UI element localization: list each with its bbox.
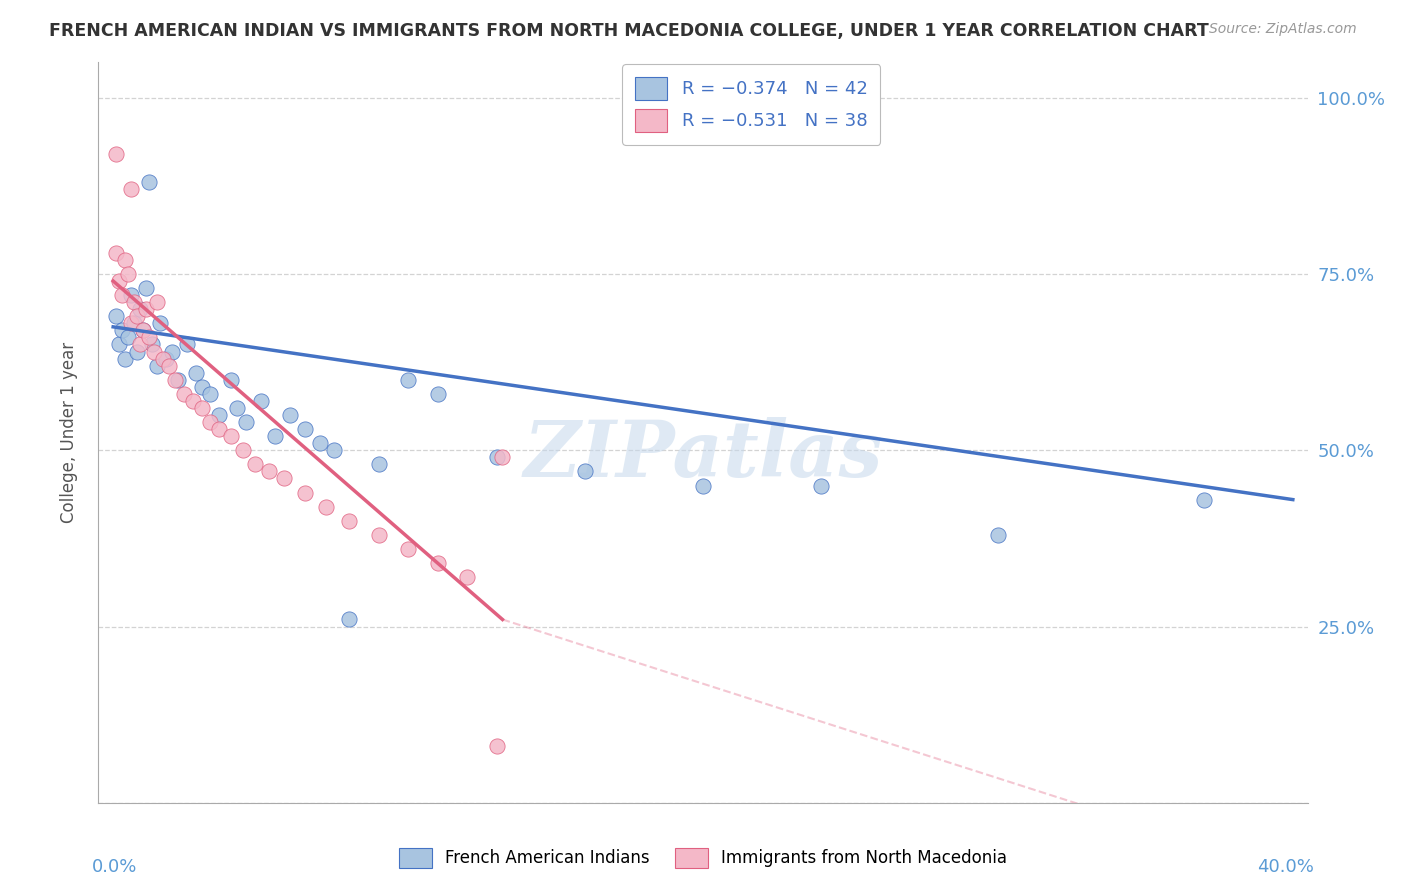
Point [117,330,139,344]
Point [226,401,249,415]
Point [294,485,316,500]
Point [138,175,160,189]
Point [114,351,136,366]
Point [138,330,160,344]
Point [135,281,157,295]
Point [114,252,136,267]
Point [485,739,508,754]
Point [181,393,204,408]
Point [131,323,153,337]
Point [208,408,231,422]
Point [111,323,134,337]
Point [273,471,295,485]
Point [232,443,254,458]
Point [122,316,145,330]
Point [323,443,346,458]
Point [259,464,281,478]
Point [485,450,508,465]
Point [108,337,131,351]
Point [491,450,513,465]
Point [692,478,714,492]
Point [120,288,142,302]
Point [190,401,212,415]
Point [176,337,198,351]
Point [367,458,389,472]
Point [219,373,242,387]
Point [105,310,128,324]
Point [125,310,148,324]
Point [143,344,166,359]
Point [173,387,195,401]
Point [135,302,157,317]
Text: 40.0%: 40.0% [1257,858,1313,876]
Point [120,316,142,330]
Point [219,429,242,443]
Point [987,528,1010,542]
Point [396,373,419,387]
Point [243,458,266,472]
Point [167,373,190,387]
Point [146,359,169,373]
Point [200,415,222,429]
Point [456,570,478,584]
Point [249,393,271,408]
Point [152,351,174,366]
Point [160,344,183,359]
Point [155,351,177,366]
Legend: R = −0.374   N = 42, R = −0.531   N = 38: R = −0.374 N = 42, R = −0.531 N = 38 [623,64,880,145]
Point [278,408,301,422]
Point [396,541,419,556]
Text: FRENCH AMERICAN INDIAN VS IMMIGRANTS FROM NORTH MACEDONIA COLLEGE, UNDER 1 YEAR : FRENCH AMERICAN INDIAN VS IMMIGRANTS FRO… [49,22,1209,40]
Point [105,245,128,260]
Point [146,295,169,310]
Point [111,288,134,302]
Point [105,147,128,161]
Point [131,323,153,337]
Point [122,295,145,310]
Point [128,337,150,351]
Point [315,500,337,514]
Point [128,302,150,317]
Point [426,556,449,570]
Point [165,373,187,387]
Point [141,337,163,351]
Text: ZIPatlas: ZIPatlas [523,417,883,493]
Point [264,429,287,443]
Y-axis label: College, Under 1 year: College, Under 1 year [59,342,77,524]
Point [157,359,180,373]
Point [308,436,330,450]
Point [337,612,360,626]
Point [574,464,596,478]
Point [120,182,142,196]
Point [337,514,360,528]
Text: Source: ZipAtlas.com: Source: ZipAtlas.com [1209,22,1357,37]
Legend: French American Indians, Immigrants from North Macedonia: French American Indians, Immigrants from… [392,841,1014,875]
Point [184,366,207,380]
Point [426,387,449,401]
Point [294,422,316,436]
Point [1194,492,1216,507]
Point [149,316,172,330]
Point [810,478,832,492]
Point [235,415,257,429]
Text: 0.0%: 0.0% [93,858,138,876]
Point [117,267,139,281]
Point [125,344,148,359]
Point [208,422,231,436]
Point [108,274,131,288]
Point [190,380,212,394]
Point [200,387,222,401]
Point [367,528,389,542]
